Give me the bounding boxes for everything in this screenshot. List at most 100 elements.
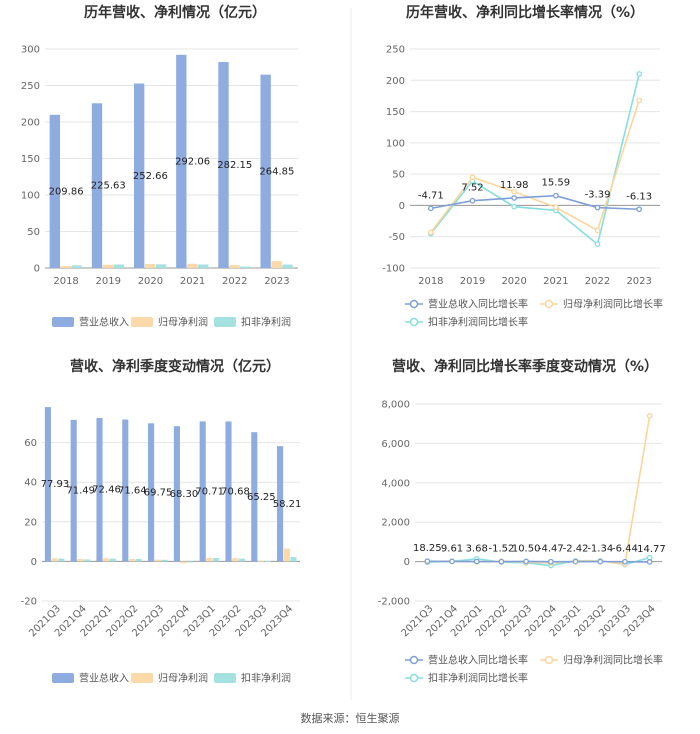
quarterly-bar-legend-label: 扣非净利润 (241, 672, 291, 685)
annual-bar-bar (133, 83, 145, 268)
annual-bar-bar (218, 62, 229, 268)
annual-line-legend-marker (544, 299, 554, 309)
annual-line-point (427, 229, 434, 236)
quarterly-bar-legend-swatch (131, 673, 153, 683)
annual-line-ytick-label: 50 (392, 170, 405, 181)
annual-line-legend-marker (409, 299, 419, 309)
quarterly-line-data-label: -1.34 (587, 544, 613, 555)
quarterly-line-point (449, 558, 455, 565)
quarterly-line-ytick-label: 4,000 (381, 478, 410, 489)
annual-line-xtick-label: 2021 (543, 276, 568, 287)
quarterly-bar-bar (213, 558, 220, 562)
annual-line-point (636, 97, 643, 104)
annual-bar-ytick-label: 150 (21, 154, 40, 165)
annual-line-xtick-label: 2018 (418, 276, 443, 287)
annual-line-point (511, 195, 518, 201)
quarterly-bar-bar (277, 446, 284, 562)
quarterly-line-data-label: 10.50 (512, 543, 541, 554)
quarterly-bar-bar (77, 559, 84, 562)
quarterly-bar-bar (206, 557, 213, 562)
quarterly-bar-bar (225, 421, 232, 562)
annual-line-legend-marker (409, 317, 419, 327)
annual-bar-data-label: 225.63 (91, 181, 126, 192)
quarterly-bar-ytick-label: 0 (31, 557, 37, 568)
annual-bar-bar (49, 114, 61, 268)
quarterly-line-point (646, 412, 653, 419)
annual-bar-bar (187, 263, 198, 268)
quarterly-line-legend-marker (409, 673, 419, 683)
annual-line-point (636, 206, 643, 213)
annual-line-point (552, 204, 559, 211)
annual-line-ytick-label: 0 (399, 201, 405, 212)
quarterly-bar-legend-swatch (214, 673, 236, 683)
quarterly-bar-bar (283, 548, 290, 562)
quarterly-line-data-label: 3.68 (466, 544, 488, 555)
annual-bar-legend-label: 营业总收入 (79, 316, 129, 329)
quarterly-bar-bar (122, 419, 129, 562)
annual-line-point (511, 203, 518, 210)
quarterly-bar-bar (44, 407, 51, 562)
annual-bar-data-label: 292.06 (175, 156, 210, 167)
quarterly-bar-data-label: 70.68 (221, 486, 250, 497)
annual-line-legend-label: 营业总收入同比增长率 (428, 298, 528, 311)
quarterly-bar-ytick-label: -20 (21, 597, 37, 608)
data-source: 数据来源：恒生聚源 (301, 711, 400, 725)
quarterly-bar-bar (128, 559, 136, 562)
quarterly-bar-data-label: 68.30 (170, 489, 199, 500)
annual-line-point (636, 71, 643, 77)
annual-bar-data-label: 264.85 (259, 166, 294, 177)
quarterly-bar-legend-label: 归母净利润 (158, 672, 208, 685)
quarterly-bar-bar (232, 558, 239, 562)
quarterly-line-point (597, 558, 604, 565)
quarterly-line-point (424, 558, 431, 565)
annual-line-title: 历年营收、净利同比增长率情况（%） (406, 4, 644, 21)
quarterly-line-ytick-label: 0 (404, 557, 410, 568)
quarterly-bar-bar (58, 558, 65, 562)
quarterly-line-data-label: -2.42 (563, 544, 589, 555)
annual-bar-bar (260, 74, 271, 268)
annual-bar-bar (71, 265, 82, 268)
quarterly-bar-title: 营收、净利季度变动情况（亿元） (70, 358, 280, 375)
annual-bar-bar (144, 264, 156, 268)
annual-bar-ytick-label: 0 (34, 264, 40, 275)
quarterly-line-series-line (427, 560, 650, 563)
annual-bar-bar (240, 266, 251, 268)
annual-line-data-label: 7.52 (461, 183, 483, 194)
annual-bar-xtick-label: 2020 (138, 276, 163, 287)
annual-bar-legend-label: 归母净利润 (158, 316, 208, 329)
quarterly-bar-bar (173, 426, 180, 562)
quarterly-bar-data-label: 71.49 (66, 486, 95, 497)
annual-line-legend-label: 扣非净利润同比增长率 (428, 316, 528, 329)
annual-bar-ytick-label: 100 (21, 191, 40, 202)
annual-bar-bar (282, 264, 293, 268)
annual-bar-bar (198, 264, 209, 268)
annual-bar-ytick-label: 300 (21, 45, 40, 56)
quarterly-bar-bar (103, 558, 110, 562)
quarterly-line-title: 营收、净利同比增长率季度变动情况（%） (392, 358, 658, 375)
annual-bar-bar (102, 264, 114, 268)
annual-line-point (594, 241, 601, 248)
annual-line-point (427, 205, 434, 212)
annual-line-data-label: 11.98 (500, 180, 529, 191)
annual-line-xtick-label: 2019 (460, 276, 485, 287)
annual-bar-legend-swatch (214, 317, 236, 327)
quarterly-line-point (547, 558, 554, 565)
quarterly-line-ytick-label: 8,000 (381, 400, 410, 411)
annual-bar-xtick-label: 2018 (53, 276, 78, 287)
annual-line-xtick-label: 2023 (626, 276, 651, 287)
annual-line-ytick-label: 100 (386, 138, 405, 149)
quarterly-line-point (622, 558, 628, 565)
quarterly-bar-bar (84, 559, 91, 562)
annual-bar-xtick-label: 2021 (180, 276, 205, 287)
annual-bar-bar (113, 264, 125, 268)
annual-line-point (594, 204, 601, 211)
annual-line-data-label: 15.59 (542, 178, 571, 189)
quarterly-bar-data-label: 65.25 (247, 492, 276, 503)
annual-line-xtick-label: 2022 (585, 276, 610, 287)
quarterly-bar-bar (148, 423, 155, 562)
quarterly-line-point (646, 559, 653, 565)
annual-line-data-label: -6.13 (626, 191, 652, 202)
quarterly-bar-bar (264, 561, 271, 562)
quarterly-bar-bar (199, 421, 206, 562)
